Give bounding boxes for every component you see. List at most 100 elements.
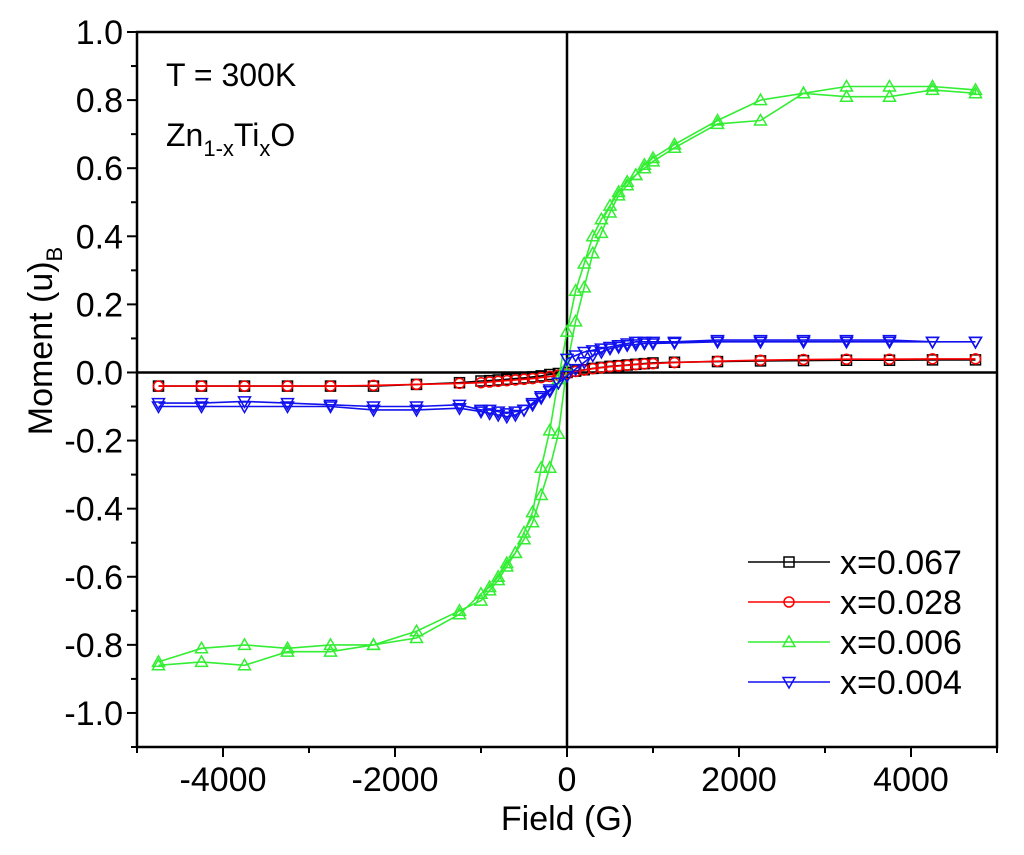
formula-sub-1: 1-x [203, 136, 234, 161]
series-1-point [526, 372, 539, 385]
series-2-point [796, 85, 811, 99]
series-3-point [482, 408, 497, 421]
series-2-point [323, 637, 338, 651]
series-3-point [490, 409, 506, 423]
y-tick-label: 0.6 [76, 150, 123, 188]
series-3-point [323, 399, 338, 413]
annotation-temperature: T = 300K [166, 57, 296, 93]
series-3-point [533, 391, 549, 404]
series-1-point [324, 380, 337, 392]
series-3-point [968, 336, 983, 350]
series-3-point [619, 338, 635, 352]
series-3-point [667, 336, 682, 350]
legend-entry-3: x=0.004 [748, 664, 962, 702]
series-1-point [969, 353, 982, 365]
series-3-point [710, 336, 725, 350]
series-2-point [968, 82, 983, 96]
series-3-point [839, 334, 854, 348]
series-3-point [637, 338, 652, 352]
series-2-point [194, 640, 209, 654]
series-1-point [195, 380, 208, 392]
series-2-point [925, 82, 940, 96]
formula-sub-2: x [259, 136, 270, 161]
series-1-point [535, 371, 547, 384]
series-2-point [525, 514, 540, 528]
series-2-point [968, 85, 983, 99]
series-1-point [668, 356, 681, 369]
series-2-point [237, 637, 252, 651]
series-2-point [409, 630, 424, 644]
series-1-point [883, 353, 896, 365]
series-2-point [490, 569, 506, 583]
series-3-point [645, 336, 661, 350]
series-2-point [533, 460, 549, 474]
series-1-point [238, 380, 251, 392]
series-2-point [628, 167, 644, 181]
series-1-point [647, 357, 659, 370]
series-2-point [839, 89, 854, 102]
series-2-point [473, 586, 489, 600]
series-1-point [711, 355, 724, 367]
legend-marker-2 [781, 634, 797, 648]
y-tick-label: -0.2 [64, 423, 123, 461]
axes-layer: -4000 -2000 0 2000 4000 -1.0 -0.8 -0.6 -0.4 -0.2 0… [64, 14, 999, 799]
legend-label-0: x=0.067 [840, 544, 962, 582]
series-3-point [559, 353, 575, 367]
x-tick-label: 0 [558, 761, 577, 799]
series-2-point [323, 644, 338, 657]
series-2-point [710, 116, 725, 130]
legend-entry-1: x=0.028 [748, 584, 962, 622]
series-1-point [453, 377, 466, 390]
series-2-point [585, 245, 601, 259]
y-axis-label-sub: B [42, 247, 67, 262]
legend-label-1: x=0.028 [840, 584, 962, 622]
series-2 [151, 78, 983, 671]
series-3-point [366, 401, 381, 415]
series-1-point [595, 361, 608, 374]
series-2-point [151, 657, 166, 671]
series-3-point [839, 336, 854, 350]
series-3-point [796, 336, 811, 350]
y-axis-label: Moment (u)B [22, 247, 67, 436]
series-2-point [576, 256, 592, 269]
series-2-point [482, 579, 497, 593]
series-3-point [525, 397, 540, 411]
series-2-point [559, 324, 575, 337]
series-2-point [594, 225, 609, 239]
series-3-point [533, 392, 549, 406]
series-2-point [602, 198, 618, 211]
series-2-point [667, 140, 682, 154]
legend-marker-1 [783, 596, 795, 608]
series-3-point [925, 336, 940, 350]
series-2-point [542, 460, 558, 474]
series-3-point [568, 363, 583, 377]
series-2-point [482, 582, 497, 596]
series-3 [151, 334, 983, 425]
series-2-point [499, 559, 515, 572]
series-1-point [410, 378, 423, 391]
series-3-point [602, 341, 618, 355]
series-line-3 [158, 339, 976, 418]
series-3-point [559, 370, 575, 384]
series-2-point [637, 160, 652, 174]
y-tick-label: 0.4 [76, 218, 123, 256]
series-2-point [753, 92, 768, 106]
series-1-point [587, 362, 599, 375]
series-3-point [473, 406, 489, 420]
series-1-point [509, 374, 522, 386]
series-1-point [612, 360, 625, 372]
series-3-point [499, 408, 515, 421]
series-1-point [797, 353, 810, 366]
series-2-point [882, 89, 897, 102]
series-3-point [452, 399, 467, 413]
series-3-point [551, 377, 566, 391]
series-3-point [637, 336, 652, 350]
series-2-point [366, 637, 381, 651]
series-2-point [237, 657, 252, 671]
series-3-point [237, 401, 252, 415]
series-1-point [475, 376, 487, 389]
series-3-point [585, 350, 601, 363]
y-tick-label: -0.4 [64, 491, 123, 529]
y-tick-label: 0.0 [76, 354, 123, 392]
y-tick-label: -1.0 [64, 695, 123, 733]
